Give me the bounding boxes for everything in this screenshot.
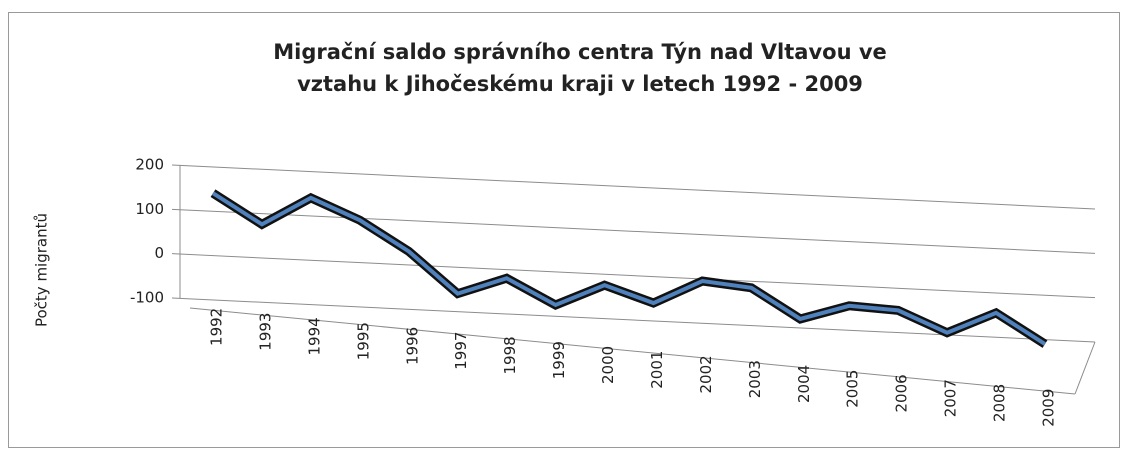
x-tick-label: 2003 <box>746 360 764 398</box>
x-tick-label: 1995 <box>354 322 372 360</box>
x-tick-label: 1997 <box>452 332 470 370</box>
grid-line <box>171 164 1096 210</box>
x-tick-label: 1998 <box>501 336 519 374</box>
floor-edge <box>1074 341 1096 395</box>
y-tick-label: 100 <box>135 200 164 218</box>
x-tick-label: 2004 <box>795 365 813 403</box>
y-tick-label: 0 <box>154 244 164 262</box>
x-tick-label: 2001 <box>648 351 666 389</box>
y-axis-label: Počty migrantů <box>33 213 51 327</box>
x-tick-label: 2000 <box>599 346 617 384</box>
x-tick-label: 1994 <box>305 317 323 355</box>
x-tick-label: 2006 <box>893 374 911 412</box>
y-tick-label: -100 <box>130 289 164 307</box>
x-tick-label: 1993 <box>256 313 274 351</box>
chart-title: Migrační saldo správního centra Týn nad … <box>273 40 887 96</box>
grid-line <box>171 208 1096 254</box>
x-tick-label: 2007 <box>942 379 960 417</box>
y-tick-label: 200 <box>135 156 164 174</box>
chart-frame <box>8 12 1120 448</box>
x-tick-label: 2005 <box>844 370 862 408</box>
x-tick-label: 2008 <box>991 384 1009 422</box>
line-series <box>211 191 1047 346</box>
x-tick-label: 2002 <box>697 355 715 393</box>
floor-edge <box>189 307 1076 395</box>
x-tick-label: 1996 <box>403 327 421 365</box>
grid-line <box>171 253 1096 299</box>
x-tick-label: 1999 <box>550 341 568 379</box>
x-tick-label: 1992 <box>208 308 226 346</box>
x-tick-label: 2009 <box>1040 389 1058 427</box>
